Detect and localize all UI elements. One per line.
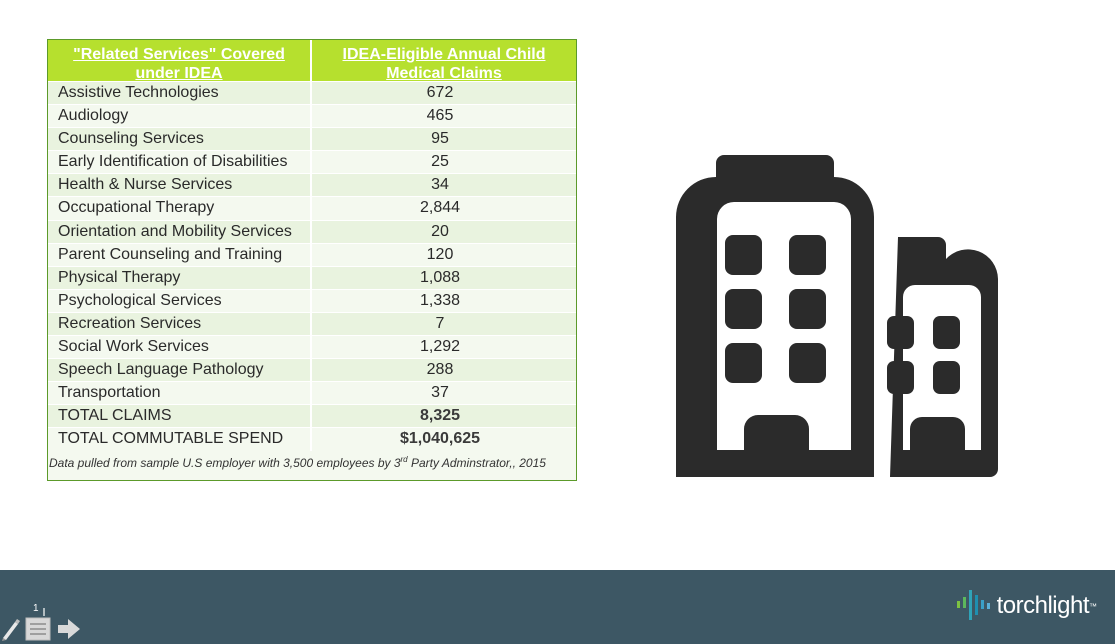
service-name: Social Work Services: [48, 336, 312, 359]
table-row: Speech Language Pathology 288: [48, 358, 576, 382]
table-row: Health & Nurse Services 34: [48, 173, 576, 197]
claims-count: 7: [435, 314, 445, 332]
table-row: Physical Therapy 1,088: [48, 265, 576, 289]
service-name: Speech Language Pathology: [48, 359, 312, 382]
table-row: Social Work Services 1,292: [48, 335, 576, 359]
pen-icon[interactable]: [0, 616, 22, 642]
brand-name: torchlight: [996, 592, 1090, 619]
table-row: Occupational Therapy 2,844: [48, 196, 576, 220]
service-name: Occupational Therapy: [48, 197, 312, 220]
service-name: Early Identification of Disabilities: [48, 151, 312, 174]
claims-count: 25: [431, 153, 449, 171]
claims-count: 34: [431, 176, 449, 194]
table-row: Psychological Services 1,338: [48, 288, 576, 312]
claims-count: 672: [426, 84, 454, 101]
table-row: TOTAL CLAIMS 8,325: [48, 404, 576, 428]
service-name: Counseling Services: [48, 128, 312, 151]
table-row: Counseling Services 95: [48, 127, 576, 151]
notes-icon[interactable]: [24, 606, 52, 642]
claims-table: "Related Services" Covered under IDEA ID…: [47, 39, 577, 481]
claims-count: 1,088: [419, 268, 461, 286]
footnote-text-end: Party Adminstrator,, 2015: [407, 455, 546, 470]
claims-count: 465: [426, 107, 454, 125]
service-name: Psychological Services: [48, 289, 312, 312]
office-building-icon: [676, 155, 998, 477]
slide: "Related Services" Covered under IDEA ID…: [47, 39, 998, 481]
header-services: "Related Services" Covered under IDEA: [48, 40, 312, 81]
total-value: $1,040,625: [399, 430, 481, 448]
table-row: Assistive Technologies 672: [48, 81, 576, 105]
brand-logo: torchlight ™: [955, 586, 1097, 626]
header-claims: IDEA-Eligible Annual Child Medical Claim…: [342, 46, 546, 81]
service-name: Health & Nurse Services: [48, 174, 312, 197]
claims-count: 1,338: [419, 291, 461, 309]
torchlight-waveform-icon: [956, 590, 990, 620]
service-name: Audiology: [48, 105, 312, 128]
total-label: TOTAL CLAIMS: [48, 405, 312, 428]
table-row: Transportation 37: [48, 381, 576, 405]
table-row: Parent Counseling and Training 120: [48, 242, 576, 266]
service-name: Parent Counseling and Training: [48, 243, 312, 266]
footer-bar: 1 torchlight ™: [0, 570, 1115, 644]
trademark-mark: ™: [1089, 601, 1097, 611]
claims-count: 2,844: [419, 199, 461, 217]
slide-number: 1: [33, 603, 39, 614]
claims-count: 120: [426, 245, 454, 263]
claims-count: 288: [426, 361, 454, 379]
total-label: TOTAL COMMUTABLE SPEND: [48, 428, 312, 451]
claims-count: 20: [431, 222, 449, 240]
service-name: Physical Therapy: [48, 266, 312, 289]
table-row: TOTAL COMMUTABLE SPEND $1,040,625: [48, 427, 576, 451]
service-name: Recreation Services: [48, 312, 312, 336]
service-name: Assistive Technologies: [48, 82, 312, 105]
footnote-text: Data pulled from sample U.S employer wit…: [49, 455, 401, 470]
table-row: Audiology 465: [48, 104, 576, 128]
table-body: Assistive Technologies 672 Audiology 465 Cou…: [48, 81, 576, 451]
total-value: 8,325: [419, 407, 461, 425]
table-row: Recreation Services 7: [48, 311, 576, 336]
claims-count: 1,292: [419, 338, 461, 356]
table-row: Orientation and Mobility Services 20: [48, 219, 576, 243]
service-name: Transportation: [48, 382, 312, 405]
table-footnote: Data pulled from sample U.S employer wit…: [48, 450, 576, 480]
arrow-right-icon[interactable]: [56, 616, 82, 642]
service-name: Orientation and Mobility Services: [48, 220, 312, 243]
footnote-ordinal: rd: [400, 454, 408, 464]
claims-count: 95: [431, 130, 449, 148]
table-row: Early Identification of Disabilities 25: [48, 150, 576, 174]
claims-count: 37: [431, 384, 449, 402]
table-header: "Related Services" Covered under IDEA ID…: [48, 40, 576, 81]
